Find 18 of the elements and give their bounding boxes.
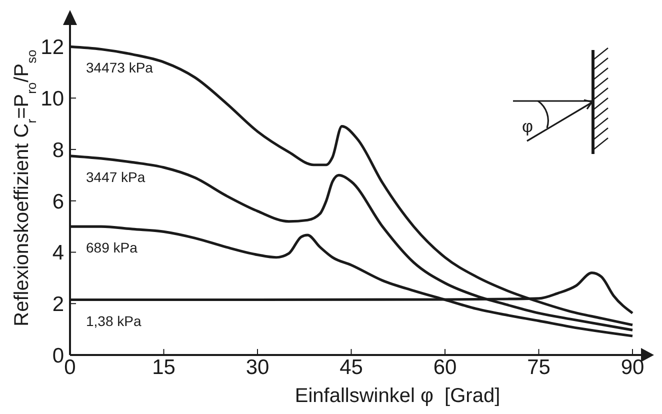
x-tick-label: 90 [620,356,644,379]
series-label: 3447 kPa [86,168,146,185]
y-tick-label: 12 [40,36,64,60]
x-axis-title: Einfallswinkel φ [Grad] [294,385,500,407]
x-tick-label: 45 [340,356,363,379]
annotation: φ [522,117,534,136]
y-tick-label: 6 [52,190,64,214]
x-tick-label: 60 [433,356,457,379]
y-tick-label: 10 [40,88,64,111]
series-label: 34473 kPa [86,60,154,76]
y-tick-label: 4 [52,242,64,265]
x-tick-label: 75 [527,356,550,379]
y-tick-label: 2 [52,293,64,316]
series-label: 1,38 kPa [86,312,142,329]
series-label: 689 kPa [86,240,138,256]
x-tick-label: 15 [152,356,176,379]
y-tick-label: 8 [52,138,64,162]
x-tick-label: 30 [246,356,270,379]
